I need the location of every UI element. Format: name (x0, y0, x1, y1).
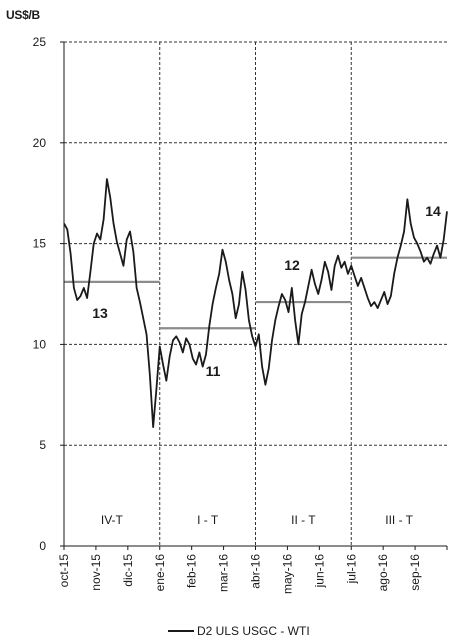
x-tick-label: jun-16 (312, 554, 326, 589)
y-tick-label: 0 (39, 539, 46, 553)
quarter-label: IV-T (101, 513, 124, 527)
y-tick-label: 5 (39, 438, 46, 452)
x-tick-label: may-16 (280, 554, 294, 594)
quarter-label: III - T (385, 513, 413, 527)
legend: D2 ULS USGC - WTI (168, 624, 310, 638)
y-axis-unit-label: US$/B (6, 8, 40, 22)
x-tick-label: mar-16 (217, 554, 231, 592)
x-tick-label: ene-16 (153, 554, 167, 592)
x-tick-label: sep-16 (408, 554, 422, 591)
x-tick-label: nov-15 (89, 554, 103, 591)
grid-layer (64, 41, 447, 546)
x-tick-label: dic-15 (121, 554, 135, 587)
x-tick-label: feb-16 (185, 554, 199, 588)
quarter-label: I - T (197, 513, 219, 527)
legend-line-swatch (168, 630, 194, 632)
x-tick-label: oct-15 (57, 554, 71, 588)
quarter-average-label: 14 (425, 203, 441, 219)
y-tick-label: 20 (33, 136, 47, 150)
x-tick-label: jul-16 (344, 554, 358, 585)
x-tick-label: ago-16 (376, 554, 390, 592)
label-layer: 0 5 10 15 20 25 oct-15 nov-15 dic-15 ene-16 feb-16… (33, 35, 441, 594)
y-tick-label: 15 (33, 237, 47, 251)
quarter-average-layer (64, 256, 447, 330)
x-tick-label: abr-16 (249, 554, 263, 589)
axis-layer (60, 41, 448, 550)
series-layer (63, 178, 448, 428)
quarter-average-label: 11 (206, 363, 221, 379)
series-line (63, 178, 448, 428)
quarter-average-label: 13 (92, 305, 108, 321)
y-tick-label: 25 (33, 35, 47, 49)
legend-label: D2 ULS USGC - WTI (197, 624, 310, 638)
quarter-average-label: 12 (284, 257, 300, 273)
quarter-label: II - T (291, 513, 316, 527)
y-tick-label: 10 (33, 337, 47, 351)
